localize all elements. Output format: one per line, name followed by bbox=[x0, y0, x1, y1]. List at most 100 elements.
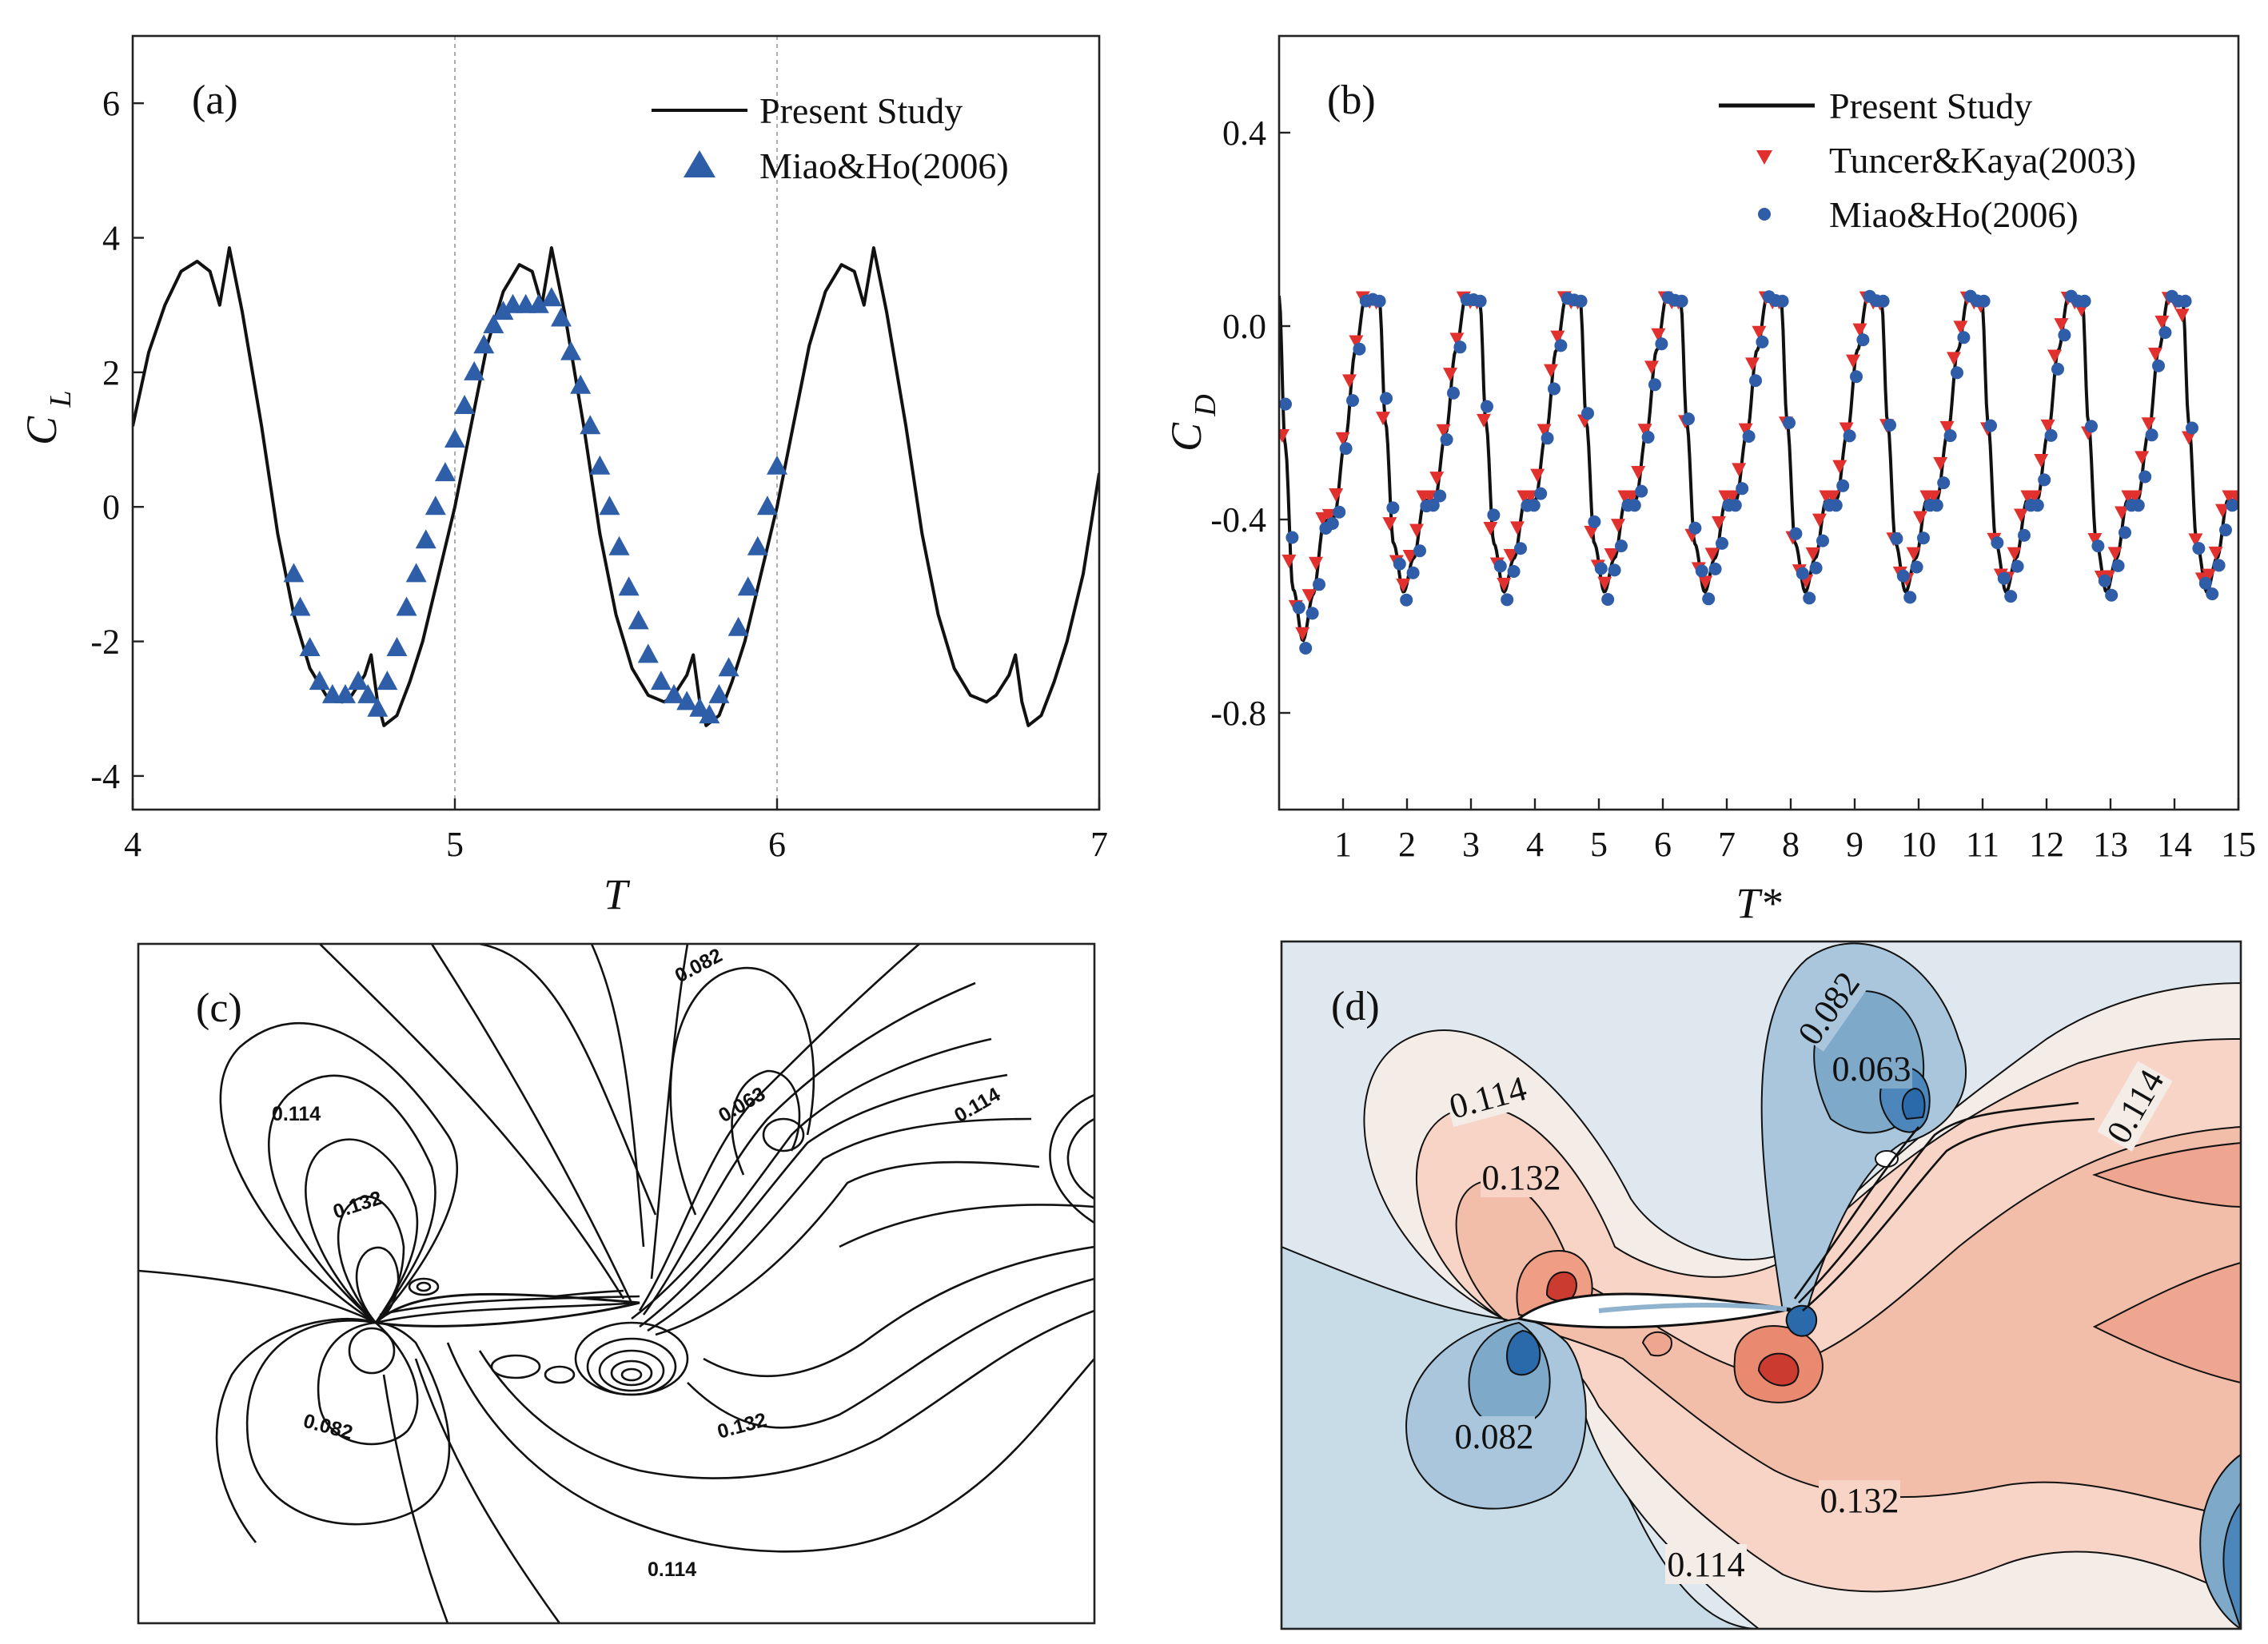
data-point-circle bbox=[1615, 539, 1628, 553]
data-point-triangle-down bbox=[1805, 547, 1820, 561]
data-point-triangle-down bbox=[1530, 468, 1545, 483]
data-point-circle bbox=[1736, 482, 1749, 496]
data-point-triangle-down bbox=[1812, 513, 1827, 527]
data-point-circle bbox=[1426, 499, 1440, 512]
data-point-circle bbox=[1796, 567, 1809, 580]
data-point-circle bbox=[1285, 531, 1299, 544]
data-point-circle bbox=[2219, 523, 2232, 537]
data-point-triangle-down bbox=[1611, 519, 1625, 533]
contour-line bbox=[479, 944, 657, 1216]
contour-line bbox=[655, 1160, 1040, 1336]
miao-ho-markers bbox=[283, 287, 787, 724]
data-point-triangle-down bbox=[1624, 490, 1639, 504]
y-axis-label-main: C bbox=[18, 416, 66, 445]
data-point-circle bbox=[1574, 294, 1588, 308]
data-point-circle bbox=[1507, 565, 1521, 578]
data-point-circle bbox=[1594, 562, 1608, 575]
data-point-circle bbox=[1957, 331, 1971, 344]
data-point-circle bbox=[1433, 489, 1447, 503]
contour-label: 0.063 bbox=[1832, 1049, 1911, 1089]
data-point-triangle bbox=[289, 596, 311, 616]
data-point-triangle-down bbox=[1402, 549, 1417, 563]
contour-line bbox=[490, 1354, 541, 1379]
data-point-circle bbox=[1501, 593, 1514, 607]
data-point-triangle-down bbox=[1906, 547, 1921, 561]
y-axis-label: C L bbox=[18, 390, 78, 445]
data-point-triangle-down bbox=[1637, 424, 1652, 438]
data-point-triangle-down bbox=[2107, 547, 2123, 561]
x-tick-label: 12 bbox=[2029, 825, 2064, 864]
data-point-circle bbox=[2206, 587, 2219, 601]
y-tick-label: 0.4 bbox=[1222, 113, 1266, 153]
data-point-triangle bbox=[299, 636, 321, 656]
data-point-triangle bbox=[367, 697, 389, 717]
data-point-triangle-down bbox=[1712, 515, 1726, 530]
data-point-triangle-down bbox=[2208, 546, 2223, 560]
data-point-circle bbox=[2004, 590, 2018, 603]
y-tick-label: 6 bbox=[102, 84, 120, 123]
x-axis-label: T* bbox=[1736, 879, 1781, 927]
data-point-triangle-down bbox=[1732, 463, 1747, 477]
contour-line bbox=[620, 1367, 643, 1382]
data-point-triangle-down bbox=[1409, 523, 1424, 538]
contour-line bbox=[382, 1374, 449, 1623]
contour-line bbox=[731, 1069, 801, 1176]
panel-a: 4 5 6 7 -4 -2 0 2 4 6 (a) Present Study Miao&Ho(2… bbox=[18, 34, 1108, 918]
data-point-circle bbox=[1481, 400, 1493, 413]
data-point-triangle-down bbox=[1939, 420, 1955, 435]
data-point-circle bbox=[2158, 326, 2172, 340]
contour-label: 0.132 bbox=[1820, 1481, 1899, 1520]
data-point-triangle bbox=[483, 313, 504, 333]
contour-band bbox=[1641, 1331, 1672, 1357]
legend-label-miao: Miao&Ho(2006) bbox=[1829, 194, 2079, 235]
data-point-triangle bbox=[570, 374, 592, 394]
contour-line bbox=[598, 1349, 665, 1392]
data-point-circle bbox=[1608, 563, 1621, 577]
data-point-triangle bbox=[415, 529, 436, 549]
data-point-triangle bbox=[405, 563, 427, 583]
data-point-triangle-down bbox=[1926, 490, 1941, 504]
data-point-triangle bbox=[540, 287, 562, 307]
data-point-triangle-down bbox=[1852, 323, 1867, 337]
present-study-line bbox=[1279, 295, 2238, 643]
data-point-circle bbox=[2138, 470, 2152, 484]
legend-label-miao: Miao&Ho(2006) bbox=[759, 145, 1009, 186]
data-point-triangle-down bbox=[1396, 578, 1411, 592]
x-tick-label: 5 bbox=[446, 825, 464, 864]
data-point-circle bbox=[1997, 571, 2011, 585]
data-point-circle bbox=[1346, 394, 1359, 408]
data-point-triangle-down bbox=[1825, 490, 1840, 504]
contour-line bbox=[650, 944, 689, 1280]
contour-label-bg bbox=[1481, 1157, 1562, 1197]
data-point-triangle-down bbox=[1584, 525, 1599, 539]
contour-lines bbox=[138, 944, 1094, 1623]
data-point-circle bbox=[2044, 428, 2058, 442]
y-tick-label: 0.0 bbox=[1222, 307, 1266, 346]
data-point-triangle-down bbox=[1738, 423, 1753, 437]
data-point-circle bbox=[1386, 501, 1400, 515]
contour-band bbox=[2092, 1141, 2241, 1208]
x-tick-label: 7 bbox=[1718, 825, 1736, 864]
data-point-circle bbox=[1635, 484, 1648, 498]
data-point-triangle-down bbox=[1832, 460, 1847, 474]
x-axis-label: T bbox=[604, 870, 631, 918]
contour-band bbox=[1757, 1352, 1800, 1387]
panel-c: (c) 0.082 0.063 0.114 0.114 0.132 0.082 … bbox=[137, 942, 1096, 1625]
contour-line bbox=[379, 1295, 640, 1316]
data-point-circle bbox=[1339, 442, 1353, 456]
contour-label: 0.114 bbox=[272, 1103, 321, 1125]
data-point-circle bbox=[1682, 412, 1695, 426]
data-point-triangle-down bbox=[2215, 504, 2230, 518]
data-point-circle bbox=[2018, 528, 2031, 542]
contour-line bbox=[638, 944, 920, 1312]
data-point-triangle bbox=[637, 643, 659, 663]
data-point-triangle bbox=[747, 535, 768, 555]
plot-frame bbox=[131, 34, 1101, 811]
panel-d: (d) 0.082 0.063 0.114 0.114 0.132 0.082 … bbox=[1280, 940, 2242, 1630]
data-point-circle bbox=[1776, 294, 1789, 308]
data-point-circle bbox=[1856, 333, 1870, 347]
contour-line bbox=[446, 1342, 1094, 1553]
contour-band bbox=[2092, 1261, 2241, 1384]
data-point-triangle-down bbox=[1443, 368, 1457, 382]
data-point-circle bbox=[1601, 593, 1615, 606]
